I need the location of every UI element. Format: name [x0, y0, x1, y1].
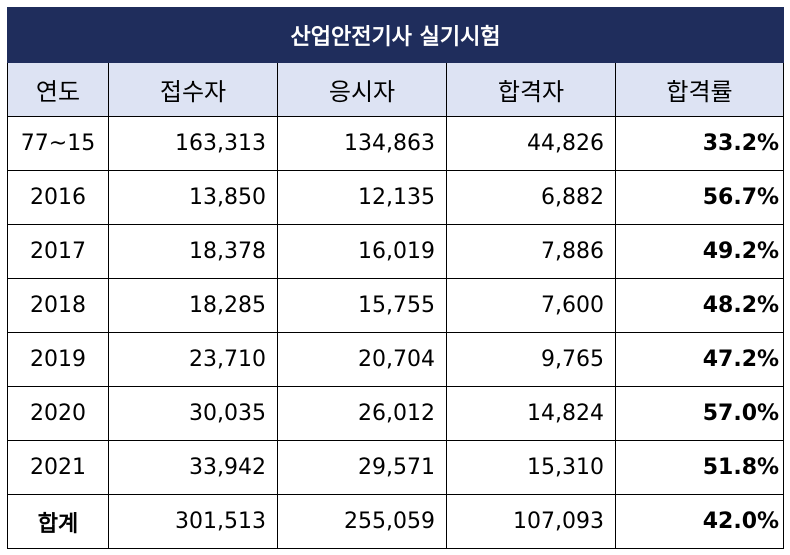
- table-row: 77~15 163,313 134,863 44,826 33.2%: [7, 116, 785, 171]
- examinees-cell: 16,019: [277, 224, 447, 279]
- total-label: 합계: [7, 494, 109, 549]
- applicants-cell: 33,942: [108, 440, 278, 495]
- year-cell: 2019: [7, 332, 109, 387]
- applicants-cell: 23,710: [108, 332, 278, 387]
- year-cell: 2017: [7, 224, 109, 279]
- header-examinees: 응시자: [277, 62, 447, 117]
- year-cell: 77~15: [7, 116, 109, 171]
- year-cell: 2021: [7, 440, 109, 495]
- year-cell: 2016: [7, 170, 109, 225]
- applicants-cell: 18,378: [108, 224, 278, 279]
- pass-rate-cell: 47.2%: [614, 332, 785, 387]
- applicants-cell: 18,285: [108, 278, 278, 333]
- total-examinees: 255,059: [277, 494, 447, 549]
- passers-cell: 6,882: [446, 170, 616, 225]
- passers-cell: 44,826: [446, 116, 616, 171]
- table-row: 2019 23,710 20,704 9,765 47.2%: [7, 332, 785, 387]
- pass-rate-cell: 48.2%: [614, 278, 785, 333]
- pass-rate-cell: 49.2%: [614, 224, 785, 279]
- applicants-cell: 163,313: [108, 116, 278, 171]
- examinees-cell: 29,571: [277, 440, 447, 495]
- applicants-cell: 13,850: [108, 170, 278, 225]
- examinees-cell: 26,012: [277, 386, 447, 441]
- table-row: 2018 18,285 15,755 7,600 48.2%: [7, 278, 785, 333]
- total-passers: 107,093: [446, 494, 616, 549]
- total-row: 합계 301,513 255,059 107,093 42.0%: [7, 494, 785, 549]
- exam-table-container: 산업안전기사 실기시험 연도 접수자 응시자 합격자 합격률 77~15 163…: [6, 7, 785, 549]
- header-year: 연도: [7, 62, 109, 117]
- passers-cell: 7,886: [446, 224, 616, 279]
- exam-statistics-table: 산업안전기사 실기시험 연도 접수자 응시자 합격자 합격률 77~15 163…: [6, 7, 785, 549]
- year-cell: 2020: [7, 386, 109, 441]
- header-applicants: 접수자: [108, 62, 278, 117]
- table-row: 2016 13,850 12,135 6,882 56.7%: [7, 170, 785, 225]
- examinees-cell: 12,135: [277, 170, 447, 225]
- table-row: 2021 33,942 29,571 15,310 51.8%: [7, 440, 785, 495]
- pass-rate-cell: 57.0%: [614, 386, 785, 441]
- passers-cell: 14,824: [446, 386, 616, 441]
- table-row: 2020 30,035 26,012 14,824 57.0%: [7, 386, 785, 441]
- passers-cell: 7,600: [446, 278, 616, 333]
- examinees-cell: 134,863: [277, 116, 447, 171]
- total-pass-rate: 42.0%: [614, 494, 785, 549]
- table-row: 2017 18,378 16,019 7,886 49.2%: [7, 224, 785, 279]
- applicants-cell: 30,035: [108, 386, 278, 441]
- passers-cell: 9,765: [446, 332, 616, 387]
- examinees-cell: 15,755: [277, 278, 447, 333]
- pass-rate-cell: 56.7%: [614, 170, 785, 225]
- header-pass-rate: 합격률: [614, 62, 785, 117]
- total-applicants: 301,513: [108, 494, 278, 549]
- pass-rate-cell: 51.8%: [614, 440, 785, 495]
- header-passers: 합격자: [446, 62, 616, 117]
- header-row: 연도 접수자 응시자 합격자 합격률: [7, 62, 785, 117]
- pass-rate-cell: 33.2%: [614, 116, 785, 171]
- year-cell: 2018: [7, 278, 109, 333]
- passers-cell: 15,310: [446, 440, 616, 495]
- examinees-cell: 20,704: [277, 332, 447, 387]
- table-title: 산업안전기사 실기시험: [6, 7, 785, 63]
